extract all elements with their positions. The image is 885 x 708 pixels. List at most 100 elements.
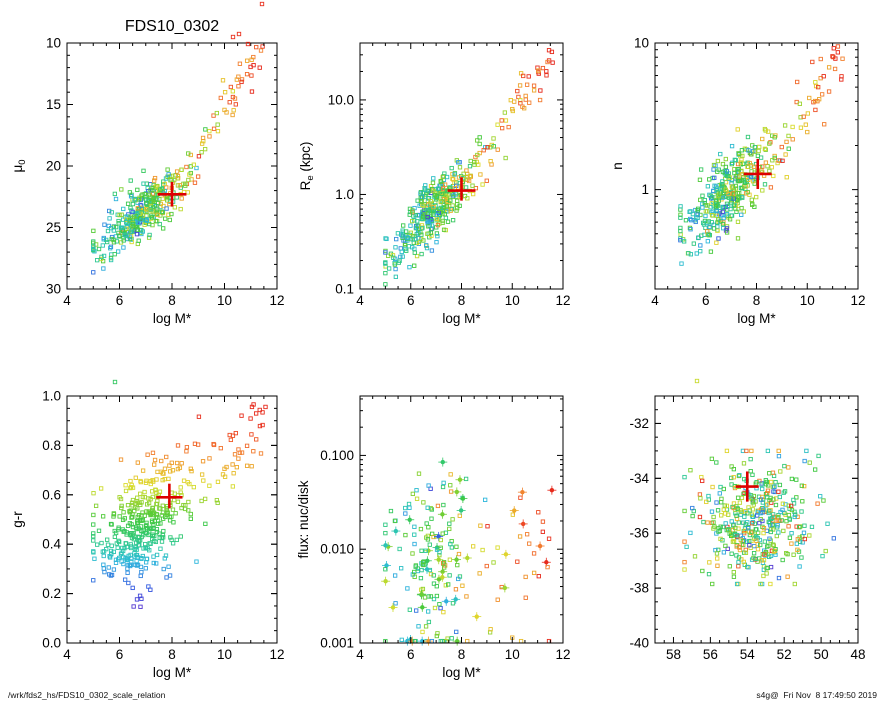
scatter-points: [383, 48, 555, 287]
footer-file-path: /wrk/fds2_hs/FDS10_0302_scale_relation: [8, 690, 166, 700]
panel-gr-vs-logM: 4 6 8 10 12 0.0 0.2 0.4 0.6 0.8 1.0 log M* g-r: [10, 389, 285, 681]
svg-text:1.0: 1.0: [335, 187, 354, 202]
x-tick-labels: 4 6 8 10 12: [356, 293, 570, 308]
x-tick-labels: 4 6 8 10 12: [63, 647, 284, 662]
svg-text:4: 4: [356, 293, 364, 308]
svg-text:1: 1: [641, 182, 649, 197]
axes-frame: [654, 395, 859, 644]
svg-text:50: 50: [814, 647, 829, 662]
svg-text:4: 4: [63, 647, 71, 662]
svg-text:12: 12: [555, 293, 570, 308]
svg-text:0.010: 0.010: [320, 542, 354, 557]
svg-text:15: 15: [46, 97, 61, 112]
svg-text:8: 8: [168, 647, 176, 662]
svg-text:0.100: 0.100: [320, 448, 354, 463]
y-axis-label: flux: nuc/disk: [296, 480, 311, 558]
svg-text:8: 8: [458, 293, 466, 308]
mean-cross-marker: [447, 177, 476, 201]
y-axis-ticks: [360, 42, 563, 290]
svg-text:4: 4: [63, 293, 71, 308]
svg-text:-34: -34: [629, 471, 649, 486]
mean-cross-marker: [735, 471, 759, 502]
svg-text:58: 58: [666, 647, 681, 662]
axes-frame: [66, 42, 278, 290]
svg-text:10: 10: [505, 647, 520, 662]
svg-text:25: 25: [46, 220, 61, 235]
panel-Re-vs-logM: 4 6 8 10 12 0.1 1.0 10.0 log M* Re (kpc): [298, 42, 571, 326]
x-tick-labels: 58 56 54 52 50 48: [666, 647, 866, 662]
scatter-points: [678, 44, 845, 266]
y-axis-label: n: [610, 162, 625, 170]
x-axis-label: log M*: [442, 665, 481, 680]
svg-text:4: 4: [651, 293, 659, 308]
mean-cross-marker: [156, 483, 183, 509]
y-axis-ticks: [360, 398, 563, 644]
x-tick-labels: 4 6 8 10 12: [63, 293, 284, 308]
stray-points: [112, 1, 700, 385]
svg-text:0.4: 0.4: [42, 537, 61, 552]
y-axis-ticks: [655, 395, 858, 644]
svg-text:8: 8: [753, 293, 761, 308]
svg-text:54: 54: [740, 647, 756, 662]
svg-text:0.6: 0.6: [42, 487, 61, 502]
y-tick-labels: 10 15 20 25 30: [46, 36, 61, 297]
scatter-points: [682, 448, 836, 587]
figure-title: FDS10_0302: [124, 18, 220, 35]
y-axis-ticks: [655, 42, 858, 267]
x-axis-ticks: [654, 43, 859, 289]
svg-text:10: 10: [634, 36, 649, 51]
svg-text:8: 8: [458, 647, 466, 662]
x-axis-ticks: [66, 396, 278, 643]
svg-text:-36: -36: [629, 526, 649, 541]
svg-text:1.0: 1.0: [42, 389, 61, 404]
scatter-points: [91, 44, 265, 275]
svg-text:6: 6: [407, 293, 415, 308]
y-tick-labels: 0.0 0.2 0.4 0.6 0.8 1.0: [42, 389, 61, 651]
svg-text:10.0: 10.0: [328, 92, 354, 107]
svg-text:0.2: 0.2: [42, 586, 61, 601]
svg-text:12: 12: [269, 647, 284, 662]
svg-text:12: 12: [269, 293, 284, 308]
y-axis-ticks: [67, 42, 277, 290]
svg-text:6: 6: [116, 647, 124, 662]
svg-text:12: 12: [555, 647, 570, 662]
svg-text:20: 20: [46, 159, 61, 174]
x-axis-label: log M*: [153, 311, 192, 326]
x-axis-label: log M*: [442, 311, 481, 326]
axes-frame: [359, 395, 564, 644]
x-tick-labels: 4 6 8 10 12: [651, 293, 865, 308]
x-axis-label: log M*: [737, 311, 776, 326]
y-tick-labels: 1 10: [634, 36, 649, 198]
mean-cross-marker: [157, 181, 187, 207]
svg-text:-38: -38: [629, 581, 649, 596]
x-axis-ticks: [66, 43, 278, 289]
svg-text:48: 48: [850, 647, 865, 662]
svg-text:0.8: 0.8: [42, 438, 61, 453]
svg-text:6: 6: [116, 293, 124, 308]
svg-text:0.0: 0.0: [42, 636, 61, 651]
svg-text:10: 10: [800, 293, 815, 308]
mean-cross-marker: [743, 158, 772, 189]
svg-text:52: 52: [777, 647, 792, 662]
footer-user-datestamp: s4g@ Fri Nov 8 17:49:50 2019: [756, 690, 877, 700]
svg-text:56: 56: [703, 647, 718, 662]
svg-text:-32: -32: [629, 416, 649, 431]
y-axis-ticks: [67, 395, 277, 644]
panel-position-map: 58 56 54 52 50 48 -40 -38 -36 -34 -32: [629, 395, 866, 662]
x-axis-ticks: [359, 396, 564, 643]
x-axis-ticks: [654, 396, 859, 643]
svg-text:6: 6: [702, 293, 710, 308]
svg-text:10: 10: [217, 293, 232, 308]
scatter-points: [381, 457, 557, 646]
x-axis-ticks: [359, 43, 564, 289]
svg-text:12: 12: [850, 293, 865, 308]
y-tick-labels: -40 -38 -36 -34 -32: [629, 416, 649, 651]
scatter-points: [91, 402, 268, 609]
svg-text:6: 6: [407, 647, 415, 662]
svg-text:10: 10: [505, 293, 520, 308]
svg-text:10: 10: [217, 647, 232, 662]
svg-text:8: 8: [168, 293, 176, 308]
x-axis-label: log M*: [153, 665, 192, 680]
